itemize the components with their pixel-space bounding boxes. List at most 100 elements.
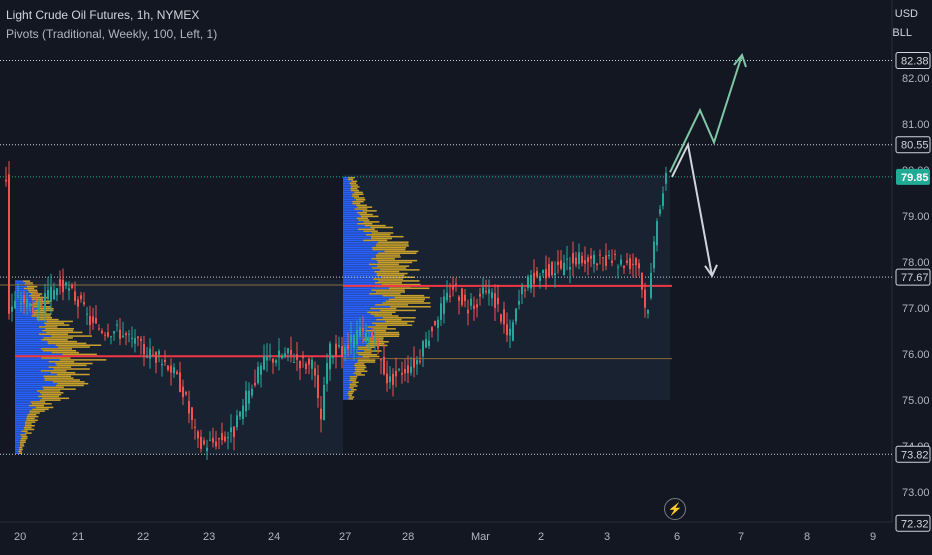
- profile2-buy-bar: [343, 370, 356, 373]
- profile1-sell-bar: [22, 280, 31, 282]
- profile2-buy-bar: [343, 258, 372, 260]
- candle-body: [488, 289, 490, 294]
- profile1-buy-bar: [15, 311, 32, 314]
- candle-body: [530, 275, 532, 289]
- profile1-buy-bar: [15, 435, 22, 438]
- candle-body: [14, 300, 16, 309]
- profile2-buy-bar: [343, 294, 383, 297]
- candle-body: [578, 252, 580, 264]
- profile2-sell-bar: [377, 252, 417, 255]
- profile2-sell-bar: [370, 226, 394, 229]
- profile2-sell-bar: [357, 211, 367, 214]
- candle-body: [527, 276, 529, 288]
- profile2-sell-bar: [353, 372, 362, 374]
- profile1-sell-bar: [32, 408, 49, 411]
- candle-body: [581, 255, 583, 264]
- profile2-sell-bar: [362, 210, 377, 212]
- profile2-sell-bar: [369, 293, 401, 295]
- profile1-sell-bar: [25, 282, 33, 284]
- candle-body: [251, 388, 253, 396]
- candle-body: [458, 296, 460, 301]
- candle-body: [95, 317, 97, 324]
- profile1-buy-bar: [15, 428, 25, 431]
- profile1-sell-bar: [19, 448, 23, 451]
- candle-body: [203, 440, 205, 445]
- candle-body: [614, 253, 616, 255]
- profile2-buy-bar: [343, 259, 377, 262]
- last-price-label: 79.85: [901, 172, 929, 184]
- profile1-buy-bar: [15, 317, 37, 319]
- candle-body: [323, 384, 325, 421]
- profile2-buy-bar: [343, 305, 391, 308]
- profile1-buy-bar: [15, 307, 38, 310]
- candle-body: [626, 260, 628, 264]
- currency-label[interactable]: USD: [894, 8, 918, 20]
- candle-body: [308, 358, 310, 365]
- profile2-sell-bar: [375, 281, 402, 284]
- profile1-sell-bar: [32, 403, 52, 405]
- profile1-sell-bar: [46, 331, 83, 334]
- profile2-buy-bar: [343, 256, 376, 258]
- profile2-buy-bar: [343, 228, 359, 231]
- profile2-sell-bar: [373, 278, 404, 280]
- candle-body: [194, 426, 196, 428]
- profile1-sell-bar: [46, 320, 73, 323]
- profile2-sell-bar: [348, 398, 354, 400]
- profile2-sell-bar: [349, 376, 358, 378]
- symbol-title[interactable]: Light Crude Oil Futures, 1h, NYMEX: [6, 8, 200, 22]
- candle-body: [263, 356, 265, 370]
- profile2-buy-bar: [343, 390, 349, 393]
- candle-body: [590, 255, 592, 259]
- profile1-sell-bar: [51, 351, 79, 354]
- profile1-sell-bar: [19, 445, 25, 447]
- candle-body: [332, 356, 334, 358]
- profile2-buy-bar: [343, 191, 355, 194]
- indicator-label[interactable]: Pivots (Traditional, Weekly, 100, Left, …: [6, 27, 218, 41]
- profile1-sell-bar: [51, 335, 92, 337]
- lightning-icon[interactable]: ⚡: [664, 498, 686, 520]
- pivot-price-tag: [895, 445, 931, 463]
- candle-body: [515, 308, 517, 322]
- profile1-buy-bar: [15, 324, 46, 326]
- x-tick-label: 6: [674, 531, 680, 543]
- y-tick-label: 76.00: [902, 349, 930, 361]
- profile2-sell-bar: [365, 329, 386, 332]
- candle-body: [587, 257, 589, 263]
- profile1-sell-bar: [47, 342, 87, 345]
- profile1-buy-bar: [15, 448, 20, 451]
- candle-body: [569, 266, 571, 270]
- profile2-buy-bar: [343, 276, 382, 279]
- candle-body: [572, 253, 574, 264]
- profile1-sell-bar: [24, 424, 35, 427]
- profile2-sell-bar: [381, 283, 421, 286]
- profile2-sell-bar: [368, 263, 399, 266]
- profile1-buy-bar: [15, 388, 44, 390]
- profile2-sell-bar: [375, 324, 413, 326]
- profile1-buy-bar: [15, 335, 52, 337]
- profile1-buy-bar: [15, 421, 25, 423]
- profile2-sell-bar: [348, 390, 355, 393]
- profile2-buy-bar: [343, 309, 381, 312]
- profile1-sell-bar: [29, 404, 45, 407]
- profile1-buy-bar: [15, 293, 31, 295]
- profile2-sell-bar: [371, 258, 395, 260]
- profile2-sell-bar: [349, 385, 358, 387]
- candle-body: [131, 337, 133, 339]
- profile1-buy-bar: [15, 445, 20, 447]
- profile2-buy-bar: [343, 241, 378, 243]
- candle-body: [29, 303, 31, 307]
- profile1-sell-bar: [24, 423, 32, 425]
- x-tick-label: 27: [339, 531, 351, 543]
- profile2-buy-bar: [343, 302, 383, 304]
- arrow-down-head: [704, 264, 718, 278]
- profile2-sell-bar: [374, 333, 400, 336]
- profile1-sell-bar: [55, 384, 84, 387]
- candle-body: [506, 324, 508, 336]
- profile1-buy-bar: [15, 404, 30, 407]
- profile2-sell-bar: [353, 197, 365, 199]
- profile2-sell-bar: [362, 355, 380, 358]
- profile2-buy-bar: [343, 359, 358, 361]
- profile2-buy-bar: [343, 333, 375, 336]
